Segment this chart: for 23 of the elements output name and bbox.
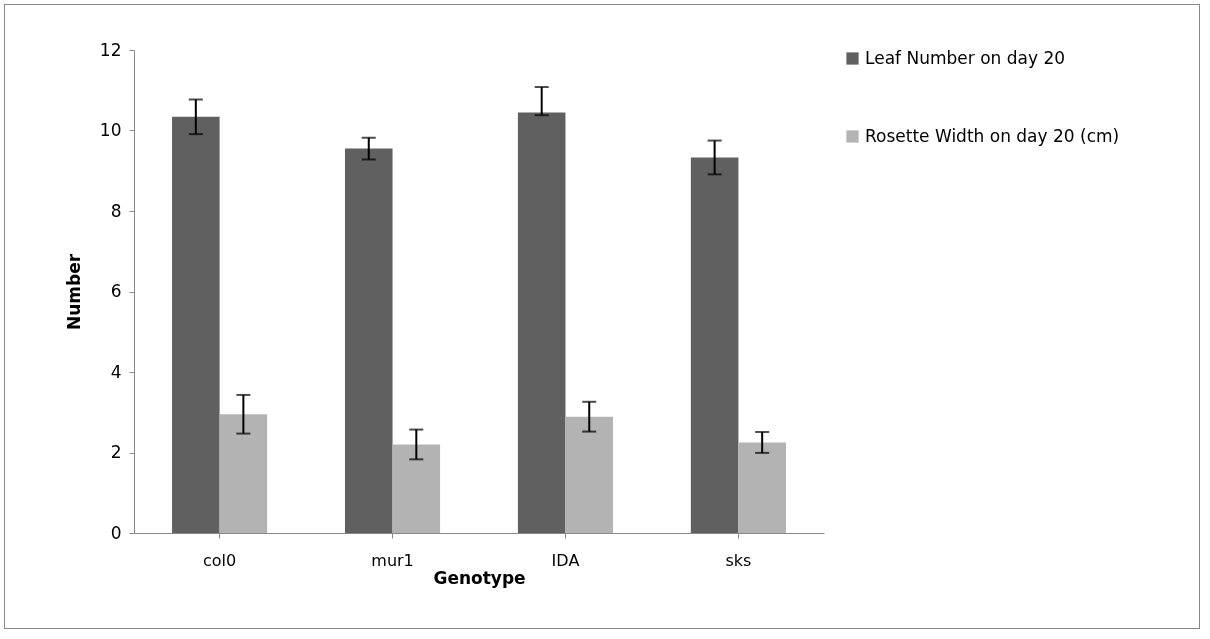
y-tick-label: 6 [110,281,122,301]
y-axis-title: Number [63,253,84,331]
bar [517,112,566,533]
y-tick-label: 10 [99,120,122,140]
x-axis-title: Genotype [433,567,526,588]
bar [690,157,739,533]
bar [172,116,220,533]
y-tick-label: 2 [110,442,122,462]
y-tick-label: 8 [110,200,122,221]
x-tick-label: col0 [202,550,237,570]
bar [219,414,268,533]
legend-label: Leaf Number on day 20 [865,47,1066,68]
bar [392,444,441,533]
x-tick-label: sks [725,550,752,570]
y-tick-label: 12 [99,39,122,60]
bar [738,442,786,533]
x-tick-label: mur1 [371,550,414,570]
x-tick-label: IDA [551,550,580,570]
y-tick-label: 4 [110,361,122,382]
bar [344,148,393,533]
legend-label: Rosette Width on day 20 (cm) [865,125,1120,146]
y-tick-label: 0 [110,522,122,543]
bar [565,416,614,533]
